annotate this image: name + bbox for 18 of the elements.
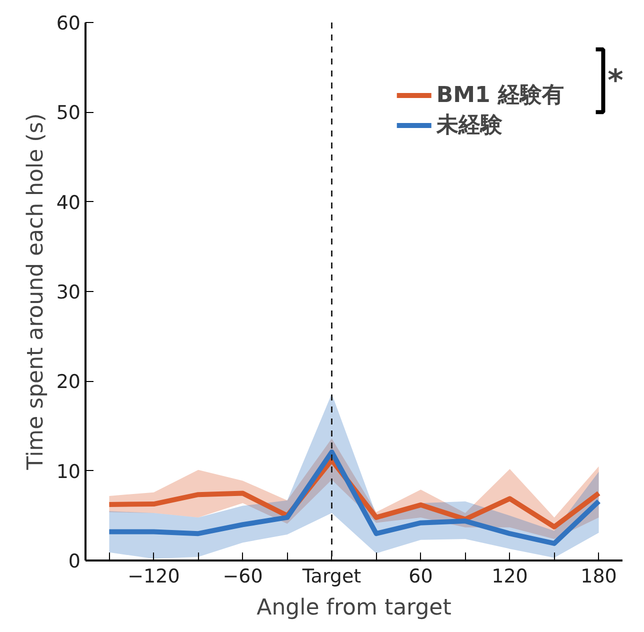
x-tick-label: −120 xyxy=(128,566,180,588)
x-tick-label: −60 xyxy=(222,566,263,588)
x-tick-label: 120 xyxy=(492,566,528,588)
x-tick-label: Target xyxy=(301,566,362,588)
x-axis-title: Angle from target xyxy=(256,596,452,620)
y-tick-label: 40 xyxy=(56,192,81,214)
y-tick-label: 20 xyxy=(56,371,81,394)
legend-label: BM1 経験有 xyxy=(436,82,564,110)
y-tick-label: 60 xyxy=(56,12,81,34)
legend-label: 未経験 xyxy=(436,112,502,140)
x-tick-label: 180 xyxy=(580,566,617,588)
y-tick-label: 10 xyxy=(56,460,81,483)
x-tick-label: 60 xyxy=(408,566,433,588)
y-tick-label: 50 xyxy=(56,102,81,124)
y-axis-title: Time spent around each hole (s) xyxy=(23,113,48,471)
y-tick-label: 30 xyxy=(56,282,81,304)
y-tick-label: 0 xyxy=(68,550,81,572)
annotation: * xyxy=(608,63,624,98)
